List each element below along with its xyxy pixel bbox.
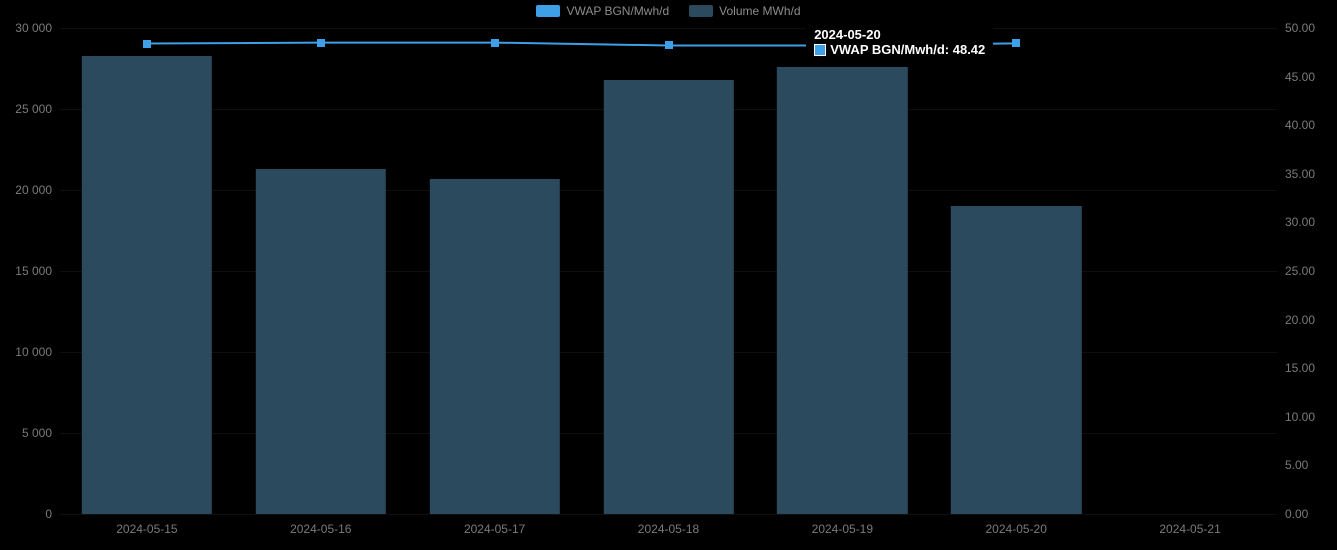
y-right-tick: 10.00 (1285, 410, 1315, 424)
y-left-tick: 25 000 (15, 102, 52, 116)
x-tick: 2024-05-20 (986, 522, 1047, 536)
volume-bar[interactable] (82, 56, 212, 514)
y-right-tick: 50.00 (1285, 21, 1315, 35)
volume-bar[interactable] (777, 67, 907, 514)
legend-label: Volume MWh/d (719, 4, 800, 18)
y-right-tick: 25.00 (1285, 264, 1315, 278)
tooltip-category: 2024-05-20 (814, 27, 985, 42)
vwap-marker[interactable] (491, 39, 499, 47)
tooltip-series-label: VWAP BGN/Mwh/d: 48.42 (830, 42, 985, 57)
tooltip-swatch-icon (814, 44, 826, 56)
y-left-tick: 5 000 (22, 426, 52, 440)
x-tick: 2024-05-16 (290, 522, 351, 536)
x-tick: 2024-05-21 (1159, 522, 1220, 536)
y-left-tick: 15 000 (15, 264, 52, 278)
x-tick: 2024-05-18 (638, 522, 699, 536)
x-tick: 2024-05-15 (116, 522, 177, 536)
volume-bar[interactable] (256, 169, 386, 514)
y-right-tick: 35.00 (1285, 167, 1315, 181)
gridline (60, 514, 1277, 515)
y-axis-left: 05 00010 00015 00020 00025 00030 000 (0, 28, 52, 514)
vwap-marker[interactable] (143, 40, 151, 48)
vwap-marker[interactable] (1012, 39, 1020, 47)
y-right-tick: 40.00 (1285, 118, 1315, 132)
legend-label: VWAP BGN/Mwh/d (566, 4, 669, 18)
y-left-tick: 0 (45, 507, 52, 521)
y-right-tick: 20.00 (1285, 313, 1315, 327)
gridline (60, 28, 1277, 29)
y-left-tick: 30 000 (15, 21, 52, 35)
tooltip-row: VWAP BGN/Mwh/d: 48.42 (814, 42, 985, 57)
vwap-volume-chart: VWAP BGN/Mwh/d Volume MWh/d 0 5 000 10 000… (0, 0, 1337, 550)
plot-area: 2024-05-20 VWAP BGN/Mwh/d: 48.42 (60, 28, 1277, 514)
y-axis-right: 0.005.0010.0015.0020.0025.0030.0035.0040… (1285, 28, 1337, 514)
y-right-tick: 30.00 (1285, 215, 1315, 229)
chart-tooltip: 2024-05-20 VWAP BGN/Mwh/d: 48.42 (806, 23, 993, 61)
x-tick: 2024-05-19 (812, 522, 873, 536)
y-right-tick: 5.00 (1285, 458, 1308, 472)
chart-legend: VWAP BGN/Mwh/d Volume MWh/d (0, 4, 1337, 18)
legend-item-vwap[interactable]: VWAP BGN/Mwh/d (536, 4, 669, 18)
volume-bar[interactable] (429, 179, 559, 514)
x-tick: 2024-05-17 (464, 522, 525, 536)
vwap-marker[interactable] (317, 39, 325, 47)
y-left-tick: 10 000 (15, 345, 52, 359)
y-left-tick: 20 000 (15, 183, 52, 197)
y-right-tick: 45.00 (1285, 70, 1315, 84)
legend-swatch-icon (689, 5, 713, 17)
vwap-marker[interactable] (665, 41, 673, 49)
legend-item-volume[interactable]: Volume MWh/d (689, 4, 800, 18)
volume-bar[interactable] (951, 206, 1081, 514)
legend-swatch-icon (536, 5, 560, 17)
volume-bar[interactable] (603, 80, 733, 514)
y-right-tick: 15.00 (1285, 361, 1315, 375)
y-right-tick: 0.00 (1285, 507, 1308, 521)
